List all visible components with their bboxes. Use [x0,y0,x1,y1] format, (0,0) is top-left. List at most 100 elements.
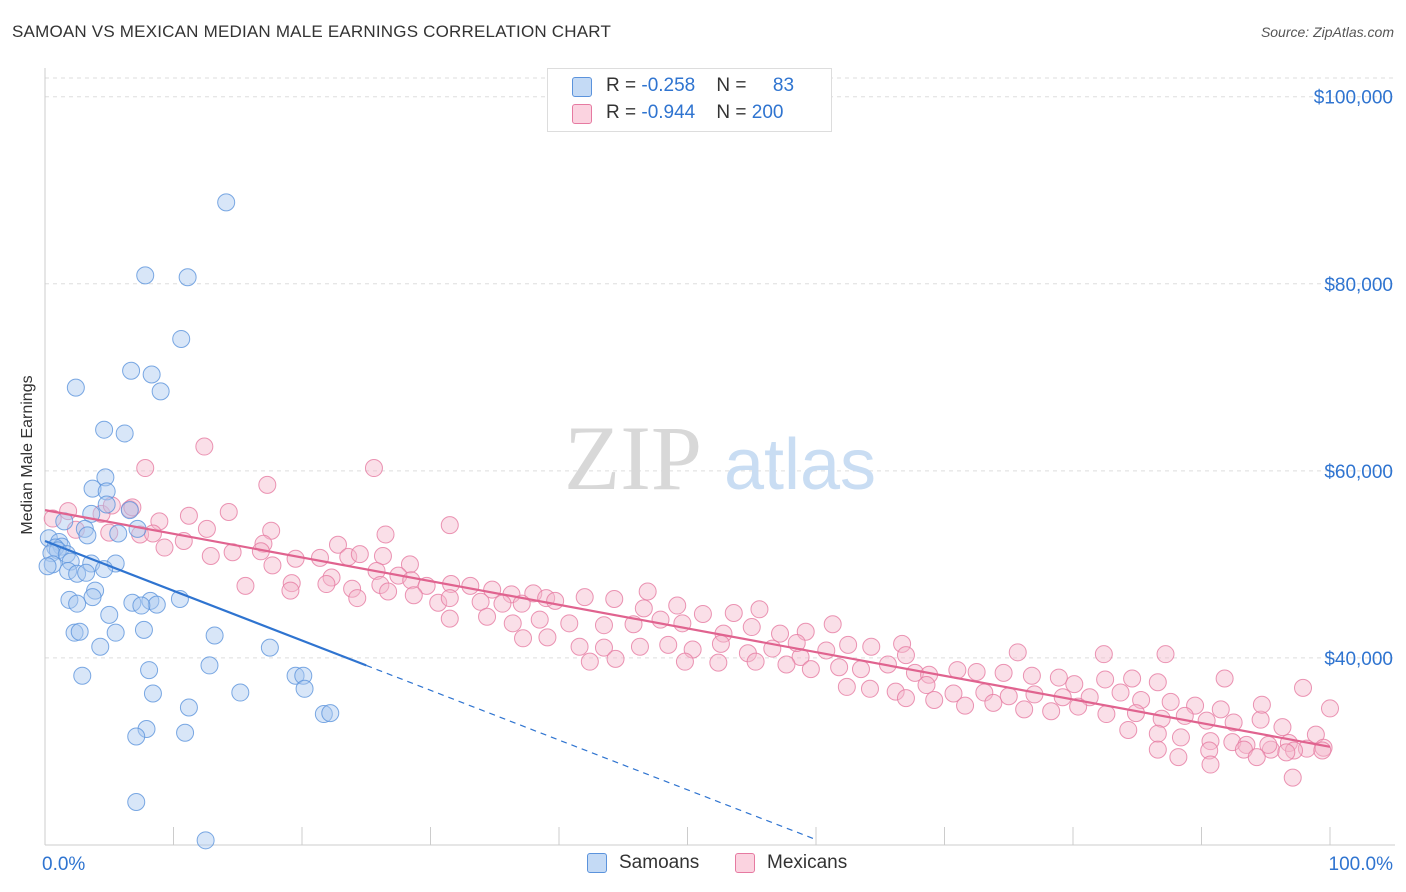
mexican-point [282,574,301,593]
samoan-point [314,705,333,724]
mexican-point [219,503,238,522]
mexican-point [350,545,369,564]
samoan-point [143,684,162,703]
mexican-point [893,634,912,653]
samoan-point [38,557,57,576]
samoan-point [140,661,159,680]
mexican-point [201,546,220,565]
y-tick-label: $100,000 [1314,88,1393,109]
mexican-point [1251,710,1270,729]
axes [44,68,1395,846]
samoan-point [39,529,58,548]
mexican-point [925,691,944,710]
samoan-point [231,683,250,702]
mexican-point [994,663,1013,682]
mexican-point [155,538,174,557]
mexican-point [746,652,765,671]
mexican-point [1015,700,1034,719]
mexican-point [263,556,282,575]
mexican-point [503,614,522,633]
samoan-point [217,193,236,212]
mexican-point [570,637,589,656]
samoan-point [78,526,97,545]
mexican-point [100,523,119,542]
mexican-point [1156,645,1175,664]
samoan-point [142,365,161,384]
samoan-point [286,666,305,685]
samoan-point [179,698,198,717]
samoan-point [109,524,128,543]
samoan-point [200,656,219,675]
legend-text-mexicans: R = -0.944 N = 200 [606,102,783,124]
mexican-point [343,579,362,598]
samoan-point [106,623,125,642]
legend-label-mexicans: Mexicans [767,852,848,873]
mexican-point [364,459,383,478]
mexican-point [984,693,1003,712]
watermark-zip: ZIP [564,407,702,509]
mexican-point [1148,724,1167,743]
mexican-point [830,658,849,677]
mexican-point [750,600,769,619]
mexican-point [1273,718,1292,737]
mexican-point [967,662,986,681]
mexican-point [1285,741,1304,760]
mexican-point [851,660,870,679]
mexican-point [1321,699,1339,718]
mexican-point [1169,748,1188,767]
mexican-point [580,652,599,671]
mexicans-points [43,437,1339,787]
correlation-legend: R = -0.258 N = 83 R = -0.944 N = 200 [547,68,832,132]
mexican-point [1237,735,1256,754]
mexican-point [606,649,625,668]
mexican-point [668,596,687,615]
mexican-point [860,679,879,698]
mexican-point [594,638,613,657]
mexican-point [817,641,836,660]
mexican-point [709,653,728,672]
samoan-point [70,622,89,641]
mexican-point [886,682,905,701]
mexican-point [605,589,624,608]
mexican-point [1294,678,1313,697]
mexican-point [1065,675,1084,694]
mexican-point [371,575,390,594]
mexican-point [1119,720,1138,739]
mexican-point [348,589,367,608]
mexican-point [1200,741,1219,760]
mexican-point [638,582,657,601]
mexican-point [471,592,490,611]
mexican-point [286,549,305,568]
samoan-point [66,378,85,397]
samoan-point [137,720,156,739]
mexican-point [634,599,653,618]
samoan-point [95,420,114,439]
mexican-point [1201,732,1220,751]
samoan-point [100,605,119,624]
mexican-point [862,637,881,656]
samoan-point [321,704,340,723]
mexican-point [1042,702,1061,721]
mexican-point [560,614,579,633]
samoan-point [136,266,155,285]
mexican-point [197,519,216,538]
mexican-point [1224,713,1243,732]
gridlines [45,77,1395,659]
x-tick-label-min: 0.0% [42,854,85,875]
mexican-point [1148,740,1167,759]
mexican-point [102,496,121,515]
mexican-point [1096,670,1115,689]
samoan-point [260,638,279,657]
mexican-point [917,676,936,695]
mexican-point [839,635,858,654]
samoan-point [178,268,197,287]
legend-n-label: N = [716,102,752,123]
mexican-point [771,624,790,643]
samoan-point [151,382,170,401]
mexican-point [944,684,963,703]
legend-text-samoans: R = -0.258 N = 83 [606,75,794,97]
mexican-point [1097,705,1116,724]
legend-label-samoans: Samoans [619,852,700,873]
mexican-point [1171,728,1190,747]
legend-r-label: R = [606,75,642,96]
